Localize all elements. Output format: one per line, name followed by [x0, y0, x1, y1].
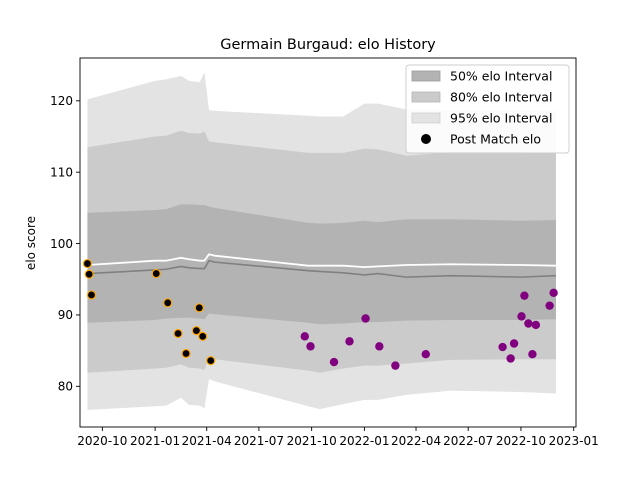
- post-match-elo-point: [549, 288, 558, 298]
- legend-label: 80% elo Interval: [450, 90, 552, 105]
- x-tick-label: 2021-10: [287, 434, 337, 448]
- legend-marker-post-match: [421, 134, 431, 144]
- y-tick-label: 120: [50, 94, 73, 108]
- legend-label: 50% elo Interval: [450, 69, 552, 84]
- post-match-elo-point: [82, 258, 93, 269]
- post-match-elo-point: [509, 339, 519, 348]
- legend-swatch-band50: [411, 70, 441, 82]
- post-match-elo-point: [163, 298, 173, 308]
- y-tick-label: 90: [58, 308, 73, 322]
- post-match-elo-point: [545, 301, 554, 310]
- post-match-elo-point: [191, 326, 201, 336]
- plot-area: 80 90 100 110 120 2020-10 2021-01 2021-04 2021-0…: [50, 57, 599, 448]
- x-tick-label: 2020-10: [77, 434, 127, 448]
- chart-title: Germain Burgaud: elo History: [220, 37, 436, 53]
- post-match-elo-point: [361, 314, 370, 323]
- x-tick-label: 2022-07: [443, 434, 493, 448]
- median-elo-line: [87, 259, 556, 278]
- x-tick-label: 2022-01: [339, 434, 389, 448]
- legend-swatch-band80: [411, 91, 441, 103]
- y-tick-label: 80: [58, 380, 73, 394]
- post-match-elo-point: [206, 356, 216, 366]
- post-match-elo-point: [173, 328, 183, 339]
- x-tick-label: 2021-01: [130, 434, 180, 448]
- post-match-elo-point: [306, 342, 315, 351]
- post-match-elo-point: [345, 337, 354, 346]
- x-tick-label: 2021-04: [182, 434, 232, 448]
- post-match-elo-point: [524, 319, 533, 328]
- legend-label: 95% elo Interval: [450, 111, 552, 126]
- post-match-elo-point: [531, 320, 541, 330]
- x-tick-label: 2022-10: [496, 434, 546, 448]
- post-match-elo-point: [498, 342, 507, 352]
- post-match-elo-point: [375, 342, 384, 351]
- post-match-elo-point: [528, 350, 537, 359]
- post-match-elo-point: [391, 361, 400, 370]
- legend-swatch-band95: [411, 112, 441, 124]
- y-tick-label: 110: [50, 165, 73, 179]
- post-match-elo-point: [84, 269, 94, 279]
- post-match-elo-point: [198, 331, 208, 341]
- post-match-elo-point: [329, 357, 339, 367]
- y-tick-label: 100: [50, 237, 73, 251]
- legend-frame: [405, 64, 570, 154]
- legend: 50% elo Interval 80% elo Interval 95% elo …: [405, 64, 570, 154]
- axes-frame: [79, 57, 577, 428]
- x-tick-label: 2022-04: [391, 434, 441, 448]
- post-match-elo-point: [421, 350, 430, 359]
- y-axis-label: elo score: [24, 216, 38, 270]
- post-match-elo-point: [506, 354, 515, 363]
- x-tick-label: 2021-07: [234, 434, 284, 448]
- post-match-elo-point: [181, 348, 191, 359]
- mean-elo-line: [87, 253, 556, 269]
- post-match-elo-point: [300, 332, 309, 341]
- post-match-elo-point: [86, 290, 97, 300]
- post-match-elo-point: [517, 312, 526, 321]
- legend-label: Post Match elo: [450, 132, 541, 147]
- x-tick-label: 2023-01: [549, 434, 599, 448]
- post-match-elo-point: [520, 291, 529, 300]
- band-50-interval: [87, 204, 556, 325]
- post-match-elo-point: [151, 268, 161, 279]
- post-match-elo-point: [194, 303, 204, 313]
